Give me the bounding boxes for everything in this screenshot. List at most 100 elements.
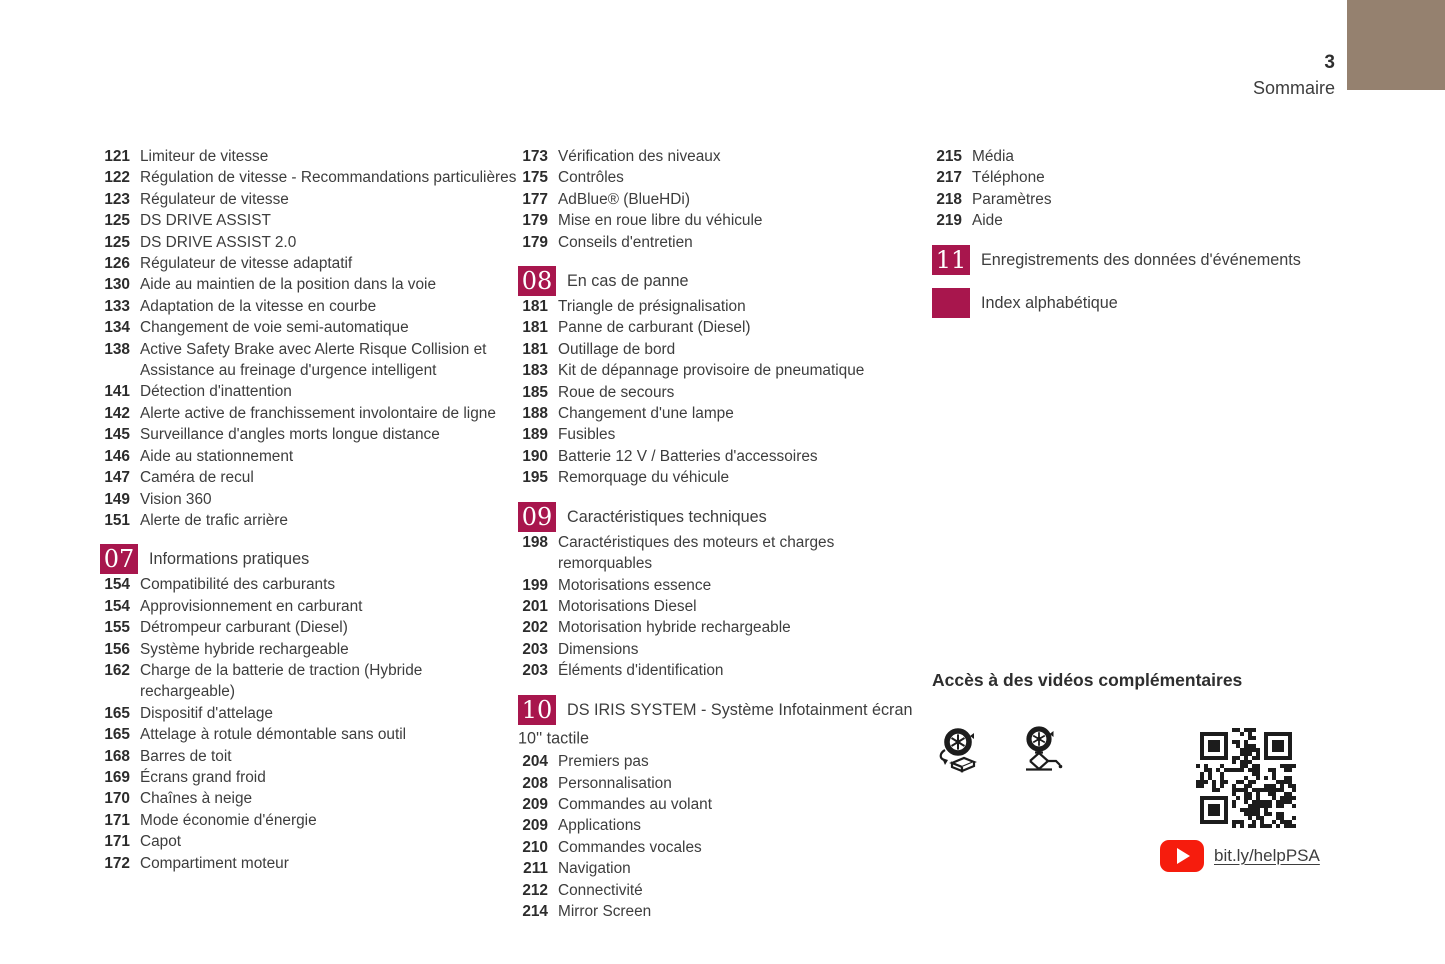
- toc-entry[interactable]: 142 Alerte active de franchissement invol…: [100, 403, 518, 424]
- toc-entry[interactable]: 134 Changement de voie semi-automatique: [100, 317, 518, 338]
- toc-entry-label: DS DRIVE ASSIST 2.0: [140, 233, 297, 251]
- toc-page-number: 181: [522, 298, 548, 316]
- toc-entry[interactable]: 123 Régulateur de vitesse: [100, 189, 518, 210]
- toc-column-3: 215 Média 217 Téléphone 218 Paramètres 219 Aide…: [932, 146, 1445, 318]
- toc-page-number: 218: [936, 190, 962, 208]
- toc-entry[interactable]: 172 Compartiment moteur: [100, 853, 518, 874]
- toc-entry[interactable]: 203 Dimensions: [518, 639, 932, 660]
- toc-entry-label: Fusibles: [558, 426, 616, 444]
- toc-page-number: 195: [522, 469, 548, 487]
- toc-entry[interactable]: 211 Navigation: [518, 858, 932, 879]
- page-number: 3: [1324, 52, 1335, 73]
- toc-entry[interactable]: 195 Remorquage du véhicule: [518, 467, 932, 488]
- toc-entry[interactable]: 147 Caméra de recul: [100, 467, 518, 488]
- toc-section-header[interactable]: 10 DS IRIS SYSTEM - Système Infotainment …: [518, 694, 932, 752]
- toc-entry[interactable]: 189 Fusibles: [518, 424, 932, 445]
- toc-page-number: 201: [522, 597, 548, 615]
- toc-entry[interactable]: 181 Triangle de présignalisation: [518, 296, 932, 317]
- toc-entry[interactable]: 169 Écrans grand froid: [100, 767, 518, 788]
- toc-entry[interactable]: 171 Capot: [100, 831, 518, 852]
- toc-entry-label: Commandes au volant: [558, 796, 712, 814]
- toc-entry[interactable]: 151 Alerte de trafic arrière: [100, 510, 518, 531]
- toc-entry-label: Système hybride rechargeable: [140, 640, 349, 658]
- toc-entry-label: Attelage à rotule démontable sans outil: [140, 726, 407, 744]
- toc-section-header[interactable]: 07 Informations pratiques: [100, 544, 518, 575]
- toc-entry[interactable]: 190 Batterie 12 V / Batteries d'accessoir…: [518, 446, 932, 467]
- toc-page-number: 165: [104, 726, 130, 744]
- toc-entry[interactable]: 125 DS DRIVE ASSIST: [100, 210, 518, 231]
- toc-entry[interactable]: 173 Vérification des niveaux: [518, 146, 932, 167]
- toc-entry[interactable]: 122 Régulation de vitesse - Recommandatio…: [100, 167, 518, 188]
- toc-entry[interactable]: 165 Dispositif d'attelage: [100, 703, 518, 724]
- toc-page-number: 141: [104, 383, 130, 401]
- toc-entry-label: Adaptation de la vitesse en courbe: [140, 297, 377, 315]
- toc-entry[interactable]: 171 Mode économie d'énergie: [100, 810, 518, 831]
- toc-page-number: 217: [936, 169, 962, 187]
- qr-code: [1196, 728, 1296, 828]
- toc-entry[interactable]: 126 Régulateur de vitesse adaptatif: [100, 253, 518, 274]
- toc-page-number: 208: [522, 774, 548, 792]
- toc-entry[interactable]: 199 Motorisations essence: [518, 575, 932, 596]
- toc-entry[interactable]: 168 Barres de toit: [100, 746, 518, 767]
- toc-page-number: 147: [104, 469, 130, 487]
- youtube-play-icon[interactable]: [1160, 840, 1204, 872]
- toc-entry[interactable]: 149 Vision 360: [100, 489, 518, 510]
- toc-entry[interactable]: 125 DS DRIVE ASSIST 2.0: [100, 232, 518, 253]
- toc-entry[interactable]: 154 Approvisionnement en carburant: [100, 596, 518, 617]
- toc-entry[interactable]: 162 Charge de la batterie de traction (Hy…: [100, 660, 518, 703]
- toc-entry-label: Changement de voie semi-automatique: [140, 319, 409, 337]
- toc-section-header[interactable]: 08 En cas de panne: [518, 266, 932, 297]
- help-link[interactable]: bit.ly/helpPSA: [1214, 846, 1320, 865]
- toc-entry[interactable]: 212 Connectivité: [518, 880, 932, 901]
- toc-entry[interactable]: 219 Aide: [932, 210, 1445, 231]
- toc-entry[interactable]: 210 Commandes vocales: [518, 837, 932, 858]
- toc-entry[interactable]: 177 AdBlue® (BlueHDi): [518, 189, 932, 210]
- section-number-badge: 07: [100, 544, 138, 575]
- toc-entry[interactable]: 181 Outillage de bord: [518, 339, 932, 360]
- toc-index-header[interactable]: Index alphabétique: [932, 287, 1445, 318]
- toc-entry-label: Dimensions: [558, 640, 639, 658]
- toc-section-header[interactable]: 09 Caractéristiques techniques: [518, 501, 932, 532]
- toc-entry[interactable]: 209 Commandes au volant: [518, 794, 932, 815]
- toc-entry[interactable]: 138 Active Safety Brake avec Alerte Risqu…: [100, 339, 518, 382]
- toc-entry[interactable]: 202 Motorisation hybride rechargeable: [518, 617, 932, 638]
- toc-page-number: 171: [104, 833, 130, 851]
- toc-page-number: 204: [522, 753, 548, 771]
- toc-entry[interactable]: 170 Chaînes à neige: [100, 788, 518, 809]
- toc-entry[interactable]: 155 Détrompeur carburant (Diesel): [100, 617, 518, 638]
- toc-entry[interactable]: 121 Limiteur de vitesse: [100, 146, 518, 167]
- toc-entry[interactable]: 188 Changement d'une lampe: [518, 403, 932, 424]
- section-title: Index alphabétique: [981, 293, 1118, 312]
- toc-entry[interactable]: 165 Attelage à rotule démontable sans out…: [100, 724, 518, 745]
- toc-entry[interactable]: 209 Applications: [518, 815, 932, 836]
- toc-entry[interactable]: 133 Adaptation de la vitesse en courbe: [100, 296, 518, 317]
- toc-entry[interactable]: 217 Téléphone: [932, 167, 1445, 188]
- toc-entry[interactable]: 141 Détection d'inattention: [100, 381, 518, 402]
- toc-entry[interactable]: 203 Éléments d'identification: [518, 660, 932, 681]
- toc-section-header[interactable]: 11 Enregistrements des données d'événemen…: [932, 244, 1445, 275]
- toc-entry-label: Paramètres: [972, 190, 1052, 208]
- toc-entry[interactable]: 175 Contrôles: [518, 167, 932, 188]
- toc-entry[interactable]: 130 Aide au maintien de la position dans …: [100, 274, 518, 295]
- toc-page-number: 154: [104, 576, 130, 594]
- toc-entry[interactable]: 214 Mirror Screen: [518, 901, 932, 922]
- toc-entry[interactable]: 215 Média: [932, 146, 1445, 167]
- toc-entry[interactable]: 185 Roue de secours: [518, 382, 932, 403]
- toc-entry[interactable]: 181 Panne de carburant (Diesel): [518, 317, 932, 338]
- corner-tab: [1347, 0, 1445, 90]
- toc-page-number: 169: [104, 768, 130, 786]
- toc-entry[interactable]: 208 Personnalisation: [518, 773, 932, 794]
- toc-entry[interactable]: 183 Kit de dépannage provisoire de pneuma…: [518, 360, 932, 381]
- toc-entry[interactable]: 201 Motorisations Diesel: [518, 596, 932, 617]
- toc-page-number: 179: [522, 233, 548, 251]
- toc-entry[interactable]: 198 Caractéristiques des moteurs et charg…: [518, 532, 932, 575]
- toc-entry[interactable]: 179 Conseils d'entretien: [518, 232, 932, 253]
- toc-entry[interactable]: 156 Système hybride rechargeable: [100, 639, 518, 660]
- toc-entry[interactable]: 204 Premiers pas: [518, 751, 932, 772]
- toc-entry[interactable]: 145 Surveillance d'angles morts longue di…: [100, 424, 518, 445]
- toc-entry[interactable]: 146 Aide au stationnement: [100, 446, 518, 467]
- toc-entry-label: Vision 360: [140, 490, 212, 508]
- toc-entry[interactable]: 218 Paramètres: [932, 189, 1445, 210]
- toc-entry[interactable]: 154 Compatibilité des carburants: [100, 574, 518, 595]
- toc-entry[interactable]: 179 Mise en roue libre du véhicule: [518, 210, 932, 231]
